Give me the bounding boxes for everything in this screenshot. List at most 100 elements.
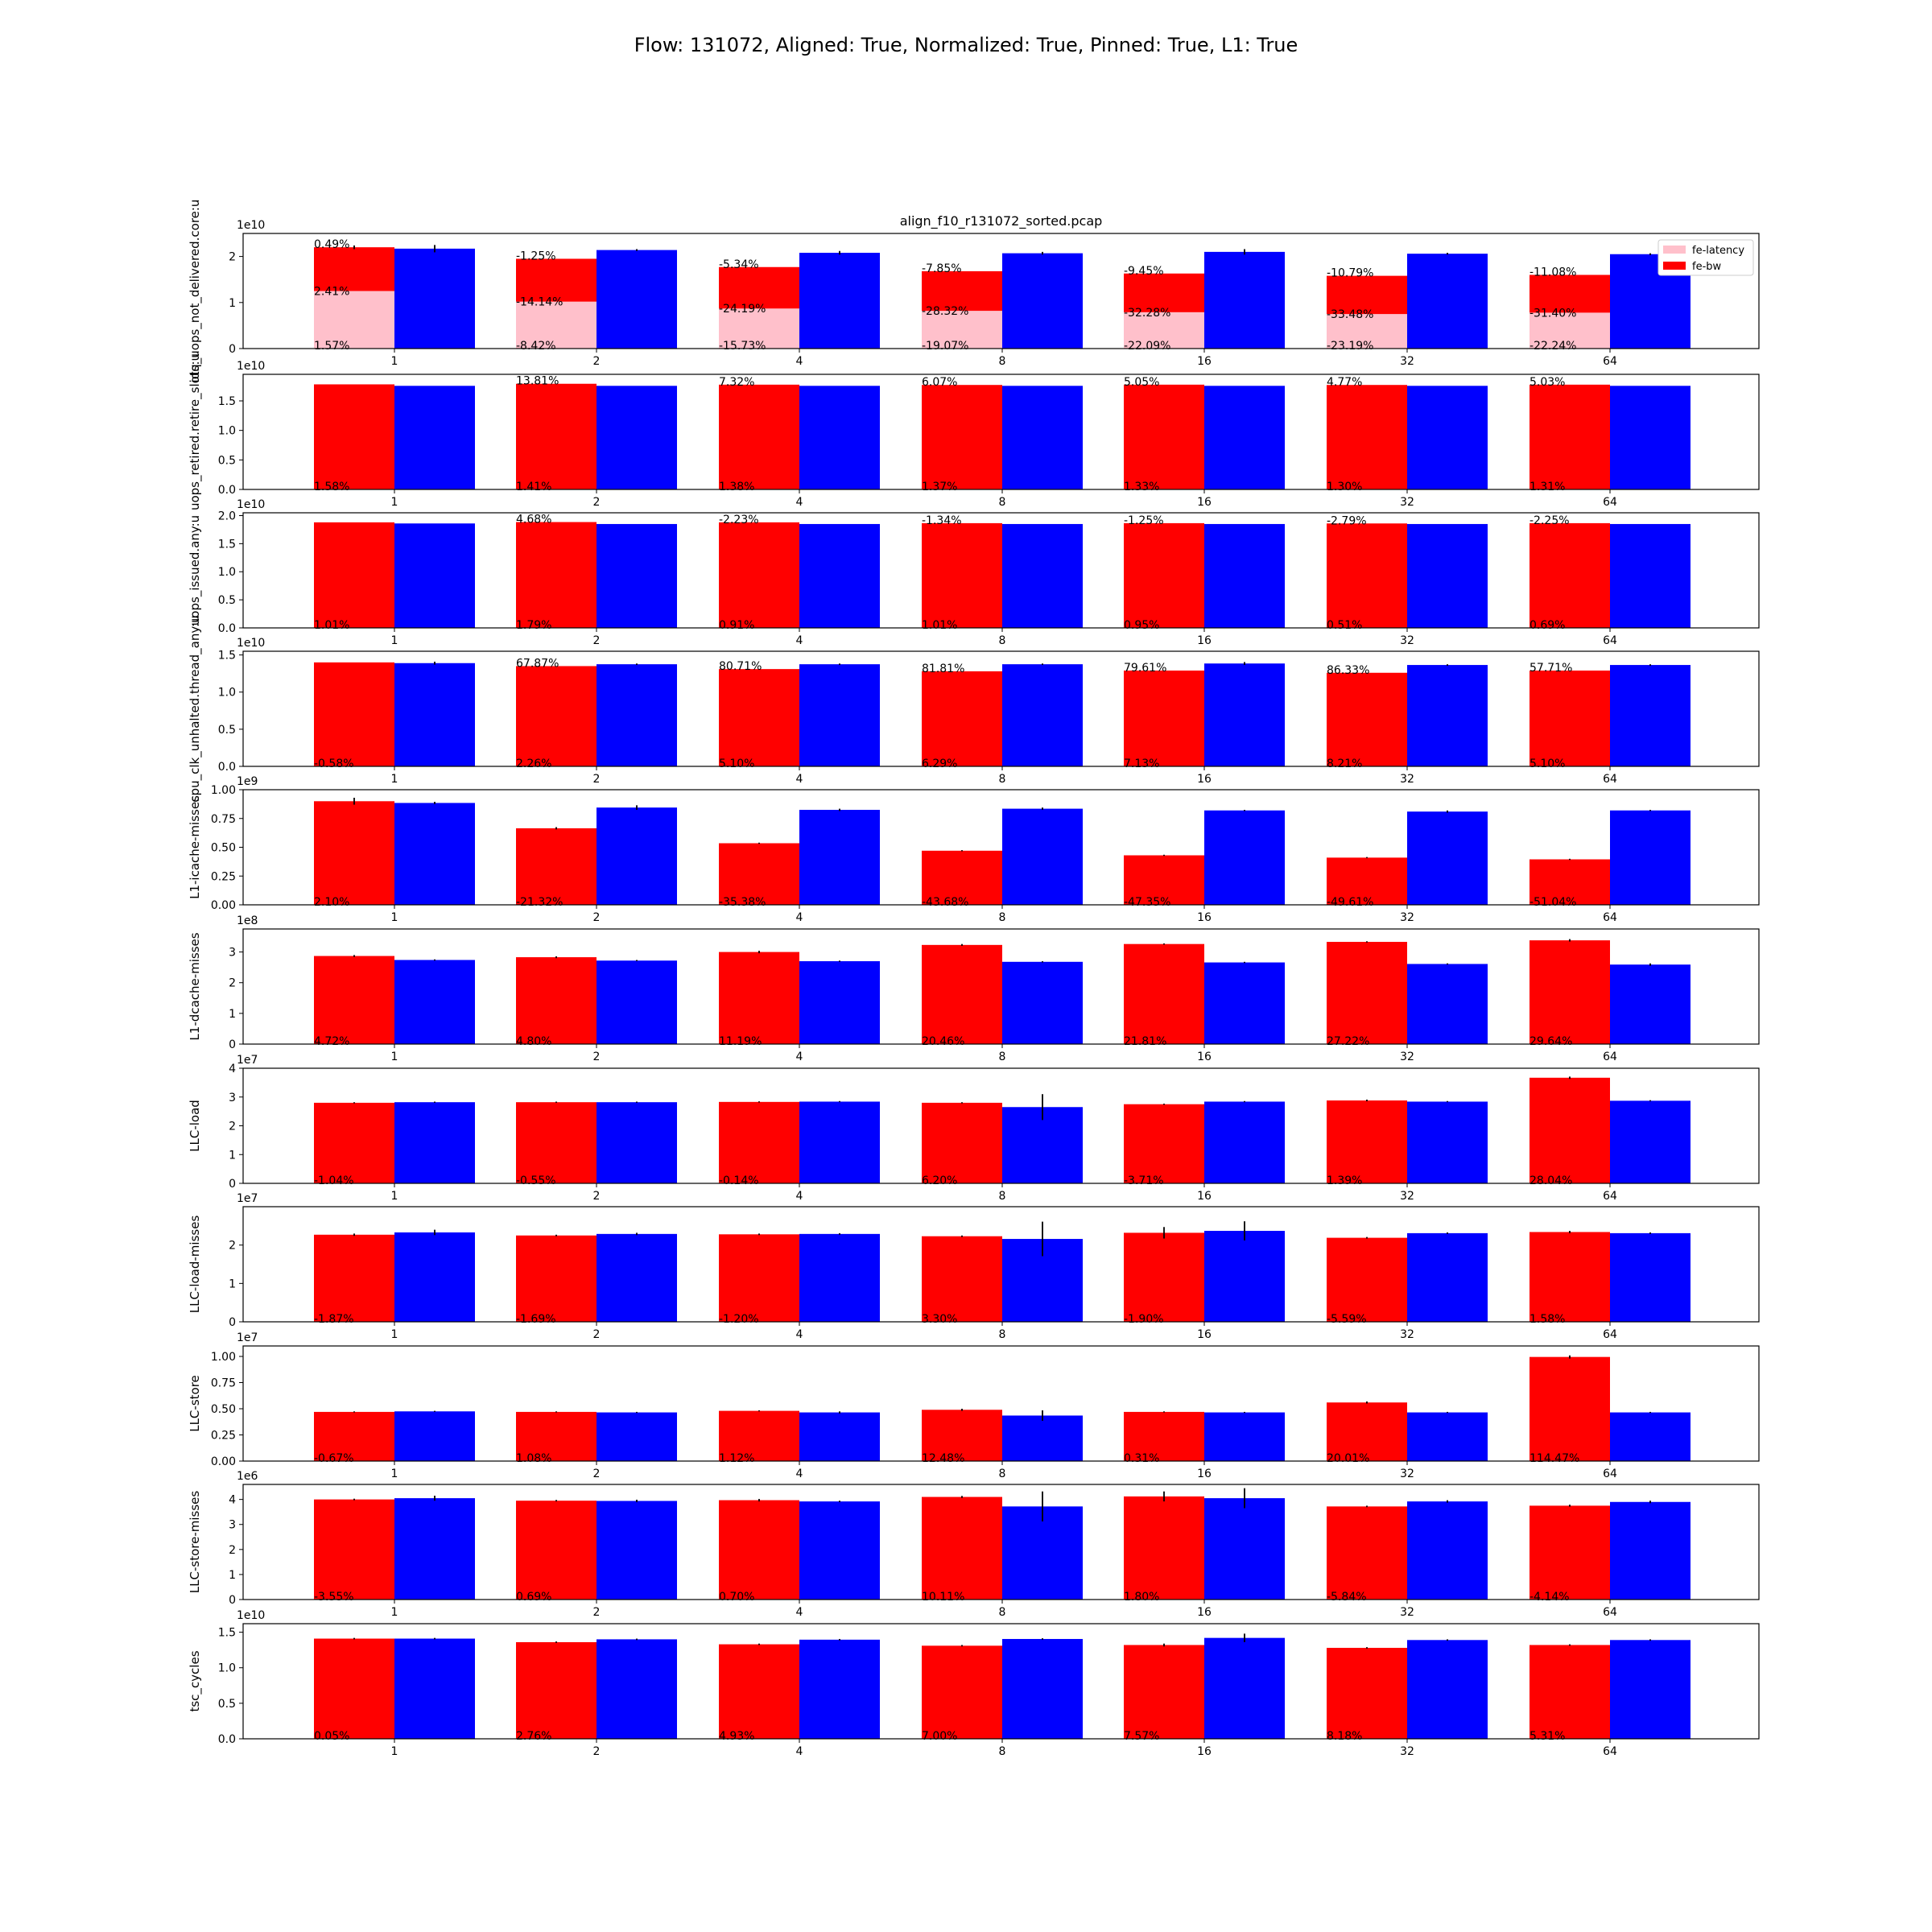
x-tick-label: 2 [593,1606,601,1619]
bar-blue [1407,665,1488,766]
annotation-label: 67.87% [516,657,559,670]
bar-blue [1002,1415,1083,1461]
annotation-label: 1.08% [516,1452,551,1465]
y-tick-label: 2 [229,1240,236,1253]
annotation-label: -1.25% [516,250,556,262]
bar-blue [1407,964,1488,1044]
bar-red [314,1234,394,1322]
bar-blue [1407,1640,1488,1739]
bar-red [1327,1648,1407,1739]
annotation-label: 2.41% [314,286,349,299]
annotation-label: -24.19% [719,303,766,316]
bar-blue [1002,386,1083,489]
bar-blue [1407,523,1488,628]
bar-blue [1610,1640,1690,1739]
annotation-label: 1.58% [314,481,349,493]
annotation-label: 1.01% [922,619,957,632]
bar-blue [597,1233,677,1322]
y-tick-label: 0 [229,1178,236,1191]
bar-blue [799,1501,880,1600]
y-tick-label: 0.50 [211,1403,236,1416]
bar-red [1530,859,1610,905]
x-tick-label: 16 [1197,773,1212,786]
x-tick-label: 32 [1400,911,1414,924]
y-tick-label: 0.0 [218,622,236,635]
annotation-label: -32.28% [1124,307,1170,320]
bar-red [1327,1506,1407,1600]
x-tick-label: 4 [796,634,803,647]
annotation-label: 0.49% [314,238,349,251]
bar-blue [1610,1412,1690,1461]
bar-fe-latency [1124,312,1204,349]
bar-fe-latency [516,301,597,349]
x-tick-label: 2 [593,1328,601,1341]
annotation-label: 20.46% [922,1035,964,1048]
bar-red [1124,1496,1204,1600]
annotation-label: 86.33% [1327,664,1369,677]
bar-red [922,1410,1002,1461]
bar-blue [1204,1101,1285,1183]
annotation-label: 1.58% [1530,1313,1565,1326]
legend-swatch-fe-bw [1663,262,1686,270]
annotation-label: -10.79% [1327,267,1373,280]
bar-red [516,1235,597,1322]
axes-frame [242,1623,1760,1740]
legend-swatch-fe-latency [1663,246,1686,254]
annotation-label: 57.71% [1530,662,1572,675]
annotation-label: 6.20% [922,1174,957,1187]
bar-blue [1204,1412,1285,1461]
bar-red [719,1101,799,1183]
y-tick-label: 1.00 [211,784,236,797]
y-tick-label: 0.5 [218,454,236,467]
bar-red [1124,855,1204,905]
annotation-label: 2.10% [314,896,349,909]
bar-red [1327,1100,1407,1183]
y-axis-label: LLC-store [188,1375,202,1432]
annotation-label: -19.07% [922,340,968,353]
x-tick-label: 16 [1197,355,1212,368]
annotation-label: 1.38% [719,481,754,493]
x-tick-label: 8 [999,634,1006,647]
x-tick-label: 64 [1603,634,1617,647]
bar-blue [1002,523,1083,628]
bar-red [719,1410,799,1461]
bar-red [314,956,394,1044]
y-tick-label: 0.0 [218,484,236,497]
bar-blue [394,1411,475,1461]
annotation-label: 7.00% [922,1730,957,1743]
bar-red [516,383,597,489]
x-tick-label: 1 [391,911,398,924]
bar-blue [394,523,475,628]
x-tick-label: 64 [1603,1468,1617,1480]
annotation-label: 6.07% [922,376,957,389]
x-tick-label: 4 [796,1328,803,1341]
x-tick-label: 1 [391,634,398,647]
bar-blue [394,386,475,489]
annotation-label: -22.24% [1530,340,1576,353]
y-tick-label: 1.0 [218,425,236,438]
y-tick-label: 0.25 [211,870,236,883]
annotation-label: 114.47% [1530,1452,1579,1465]
bar-red [314,1102,394,1183]
bar-blue [799,253,880,349]
x-tick-label: 8 [999,496,1006,509]
annotation-label: 8.18% [1327,1730,1362,1743]
bar-blue [1610,665,1690,766]
y-tick-label: 2.0 [218,510,236,522]
bar-blue [1002,664,1083,766]
bar-blue [1002,808,1083,905]
legend-label: fe-bw [1692,261,1722,273]
x-tick-label: 8 [999,911,1006,924]
annotation-label: -5.59% [1327,1313,1367,1326]
x-tick-label: 8 [999,1606,1006,1619]
annotation-label: 0.51% [1327,619,1362,632]
x-tick-label: 8 [999,773,1006,786]
x-tick-label: 4 [796,911,803,924]
bar-blue [799,664,880,766]
bar-fe-latency [314,291,394,349]
annotation-label: -28.32% [922,305,968,318]
x-tick-label: 32 [1400,1190,1414,1203]
y-tick-label: 0.0 [218,1733,236,1746]
y-axis-label: LLC-store-misses [188,1491,202,1594]
annotation-label: -33.48% [1327,308,1373,321]
